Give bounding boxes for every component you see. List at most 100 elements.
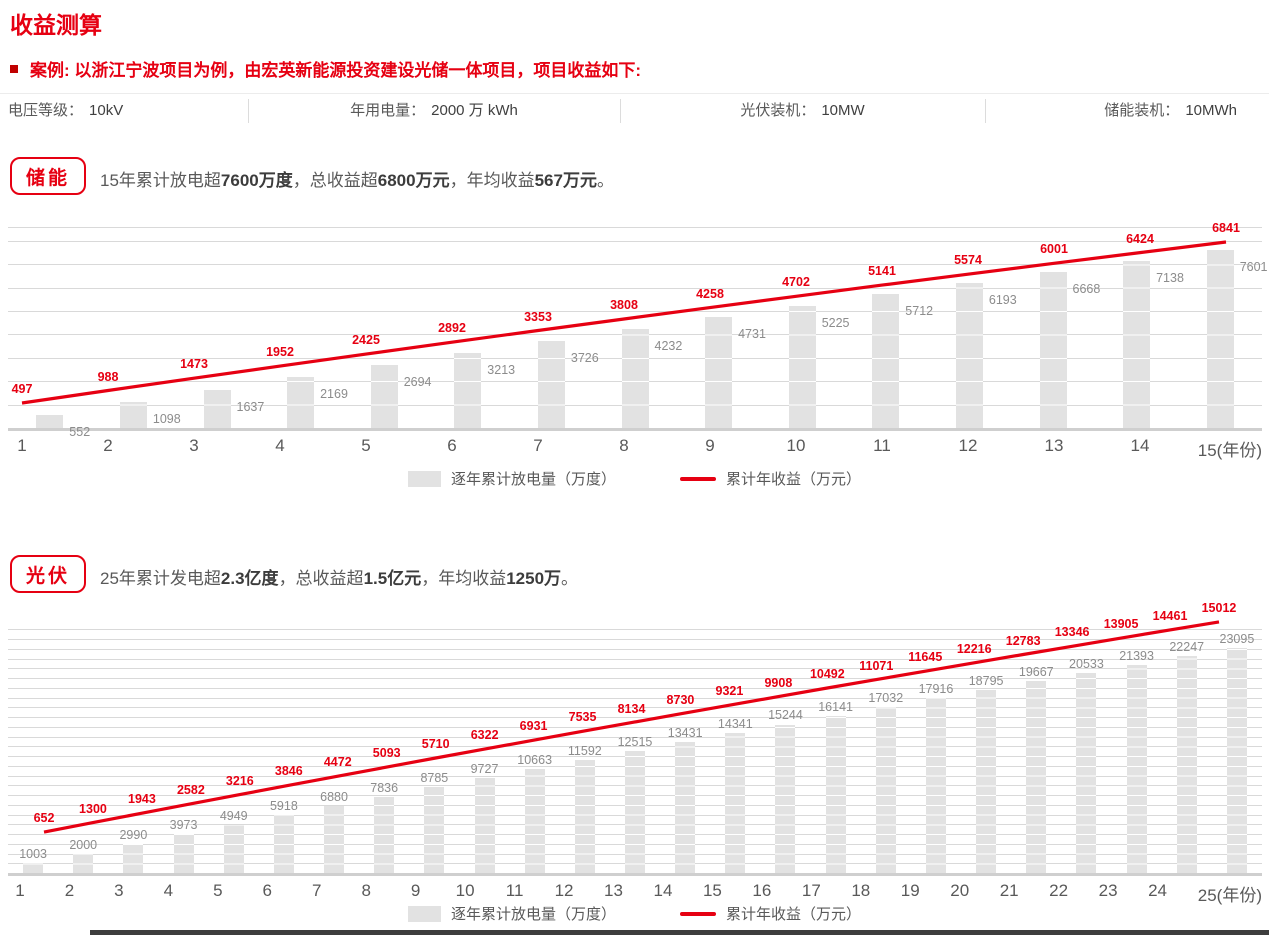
x-tick-label: 14	[1130, 436, 1150, 455]
storage-badge: 储能	[10, 157, 86, 195]
legend-line-label: 累计年收益（万元）	[726, 906, 862, 923]
bar	[675, 742, 696, 873]
bar	[23, 863, 44, 873]
bar-value-label: 15244	[768, 708, 803, 723]
revenue-line	[43, 620, 1220, 834]
bar-value-label: 3726	[570, 350, 599, 365]
bar-value-label: 2990	[119, 827, 148, 842]
x-tick-label: 15	[702, 881, 722, 900]
x-tick-label: 16	[752, 881, 772, 900]
desc-segment: ，年均收益	[421, 569, 507, 588]
x-tick-label: 9	[410, 881, 421, 900]
line-value-label: 12783	[1005, 633, 1041, 648]
line-value-label: 652	[33, 811, 55, 826]
bar	[1026, 681, 1047, 873]
pv-badge: 光伏	[10, 555, 86, 593]
legend-bar-label: 逐年累计放电量（万度）	[450, 906, 616, 923]
line-value-label: 13346	[1054, 625, 1090, 640]
bar-value-label: 22247	[1169, 640, 1205, 655]
line-swatch-icon	[680, 476, 716, 481]
line-value-label: 14461	[1152, 608, 1188, 623]
bar-value-label: 4232	[654, 339, 683, 353]
bar	[370, 364, 398, 428]
line-value-label: 12216	[956, 641, 992, 656]
gridline	[8, 687, 1262, 689]
bar-value-label: 6193	[988, 293, 1017, 308]
bar-value-label: 20533	[1069, 656, 1104, 671]
bar-value-label: 1003	[19, 847, 47, 862]
desc-segment: 25年累计发电超	[100, 569, 221, 588]
x-tick-label: 11	[505, 881, 524, 900]
bar	[73, 853, 94, 873]
bar	[119, 402, 147, 428]
line-value-label: 8134	[617, 701, 646, 716]
line-value-label: 988	[97, 369, 119, 384]
bar	[775, 724, 796, 873]
gridline	[8, 717, 1262, 719]
desc-segment: ，总收益超	[292, 171, 378, 190]
bar	[424, 787, 445, 873]
bar-value-label: 17916	[918, 682, 954, 697]
legend-item-line: 累计年收益（万元）	[680, 903, 861, 924]
bar-value-label: 2000	[69, 837, 98, 852]
line-value-label: 3353	[524, 309, 552, 324]
pv-summary-text: 25年累计发电超2.3亿度，总收益超1.5亿元，年均收益1250万。	[100, 564, 578, 589]
revenue-line	[21, 240, 1227, 405]
x-tick-label: 3	[189, 436, 199, 455]
line-value-label: 2892	[438, 321, 466, 336]
x-tick-label: 3	[114, 881, 124, 900]
bar-value-label: 17032	[868, 691, 904, 706]
x-tick-label: 12	[554, 881, 574, 900]
bar-value-label: 552	[69, 425, 91, 440]
bar	[875, 707, 896, 873]
bar	[1176, 656, 1197, 873]
line-value-label: 13905	[1103, 617, 1139, 632]
x-tick-label: 23	[1098, 881, 1118, 900]
x-tick-label: 2	[64, 881, 75, 900]
gridline	[8, 726, 1262, 728]
line-value-label: 15012	[1201, 600, 1237, 615]
line-value-label: 8730	[666, 692, 695, 707]
info-storage-capacity-label: 储能装机：	[1104, 102, 1180, 119]
storage-summary-text: 15年累计放电超7600万度，总收益超6800万元，年均收益567万元。	[100, 166, 614, 191]
desc-segment: ，总收益超	[278, 569, 364, 588]
bar	[625, 751, 645, 873]
info-storage-capacity: 储能装机： 10MWh	[1104, 94, 1237, 128]
x-tick-label: 10	[455, 881, 475, 900]
bar-value-label: 9727	[470, 762, 499, 777]
bar	[976, 689, 997, 873]
bar	[324, 805, 345, 873]
desc-segment: 6800万元	[377, 171, 450, 190]
info-storage-capacity-value: 10MWh	[1185, 102, 1237, 119]
legend-line-label: 累计年收益（万元）	[726, 471, 862, 488]
line-value-label: 1473	[180, 357, 208, 372]
bar-value-label: 4949	[219, 808, 248, 823]
x-tick-label: 6	[447, 436, 457, 455]
bar-value-label: 13431	[667, 726, 703, 741]
bar	[273, 815, 294, 873]
bar-value-label: 5918	[269, 799, 298, 814]
x-tick-label: 9	[705, 436, 715, 455]
x-tick-label: 12	[958, 436, 978, 455]
line-value-label: 6001	[1040, 242, 1068, 257]
x-tick-label: 20	[950, 881, 970, 900]
info-pv-capacity: 光伏装机： 10MW	[620, 94, 985, 128]
gridline	[8, 264, 1262, 266]
bar	[725, 733, 746, 873]
bar-value-label: 21393	[1119, 648, 1154, 663]
desc-segment: 。	[561, 569, 579, 588]
bar-value-label: 5712	[905, 304, 934, 319]
gridline	[8, 287, 1262, 289]
info-voltage: 电压等级： 10kV	[8, 94, 123, 128]
line-value-label: 9321	[715, 684, 744, 699]
bar-swatch-icon	[407, 470, 441, 487]
line-value-label: 9908	[764, 675, 793, 690]
bar-swatch-icon	[407, 905, 441, 922]
desc-segment: 1.5亿元	[363, 569, 422, 588]
x-tick-label: 1	[17, 436, 27, 455]
line-value-label: 4472	[323, 755, 352, 770]
desc-segment: 567万元	[534, 171, 597, 190]
x-tick-label: 4	[163, 881, 174, 900]
storage-chart: 552 1098 1637 2169 2694 3213 3726 4232 4731 5225 5…	[8, 221, 1268, 460]
x-tick-label: 14	[653, 881, 673, 900]
